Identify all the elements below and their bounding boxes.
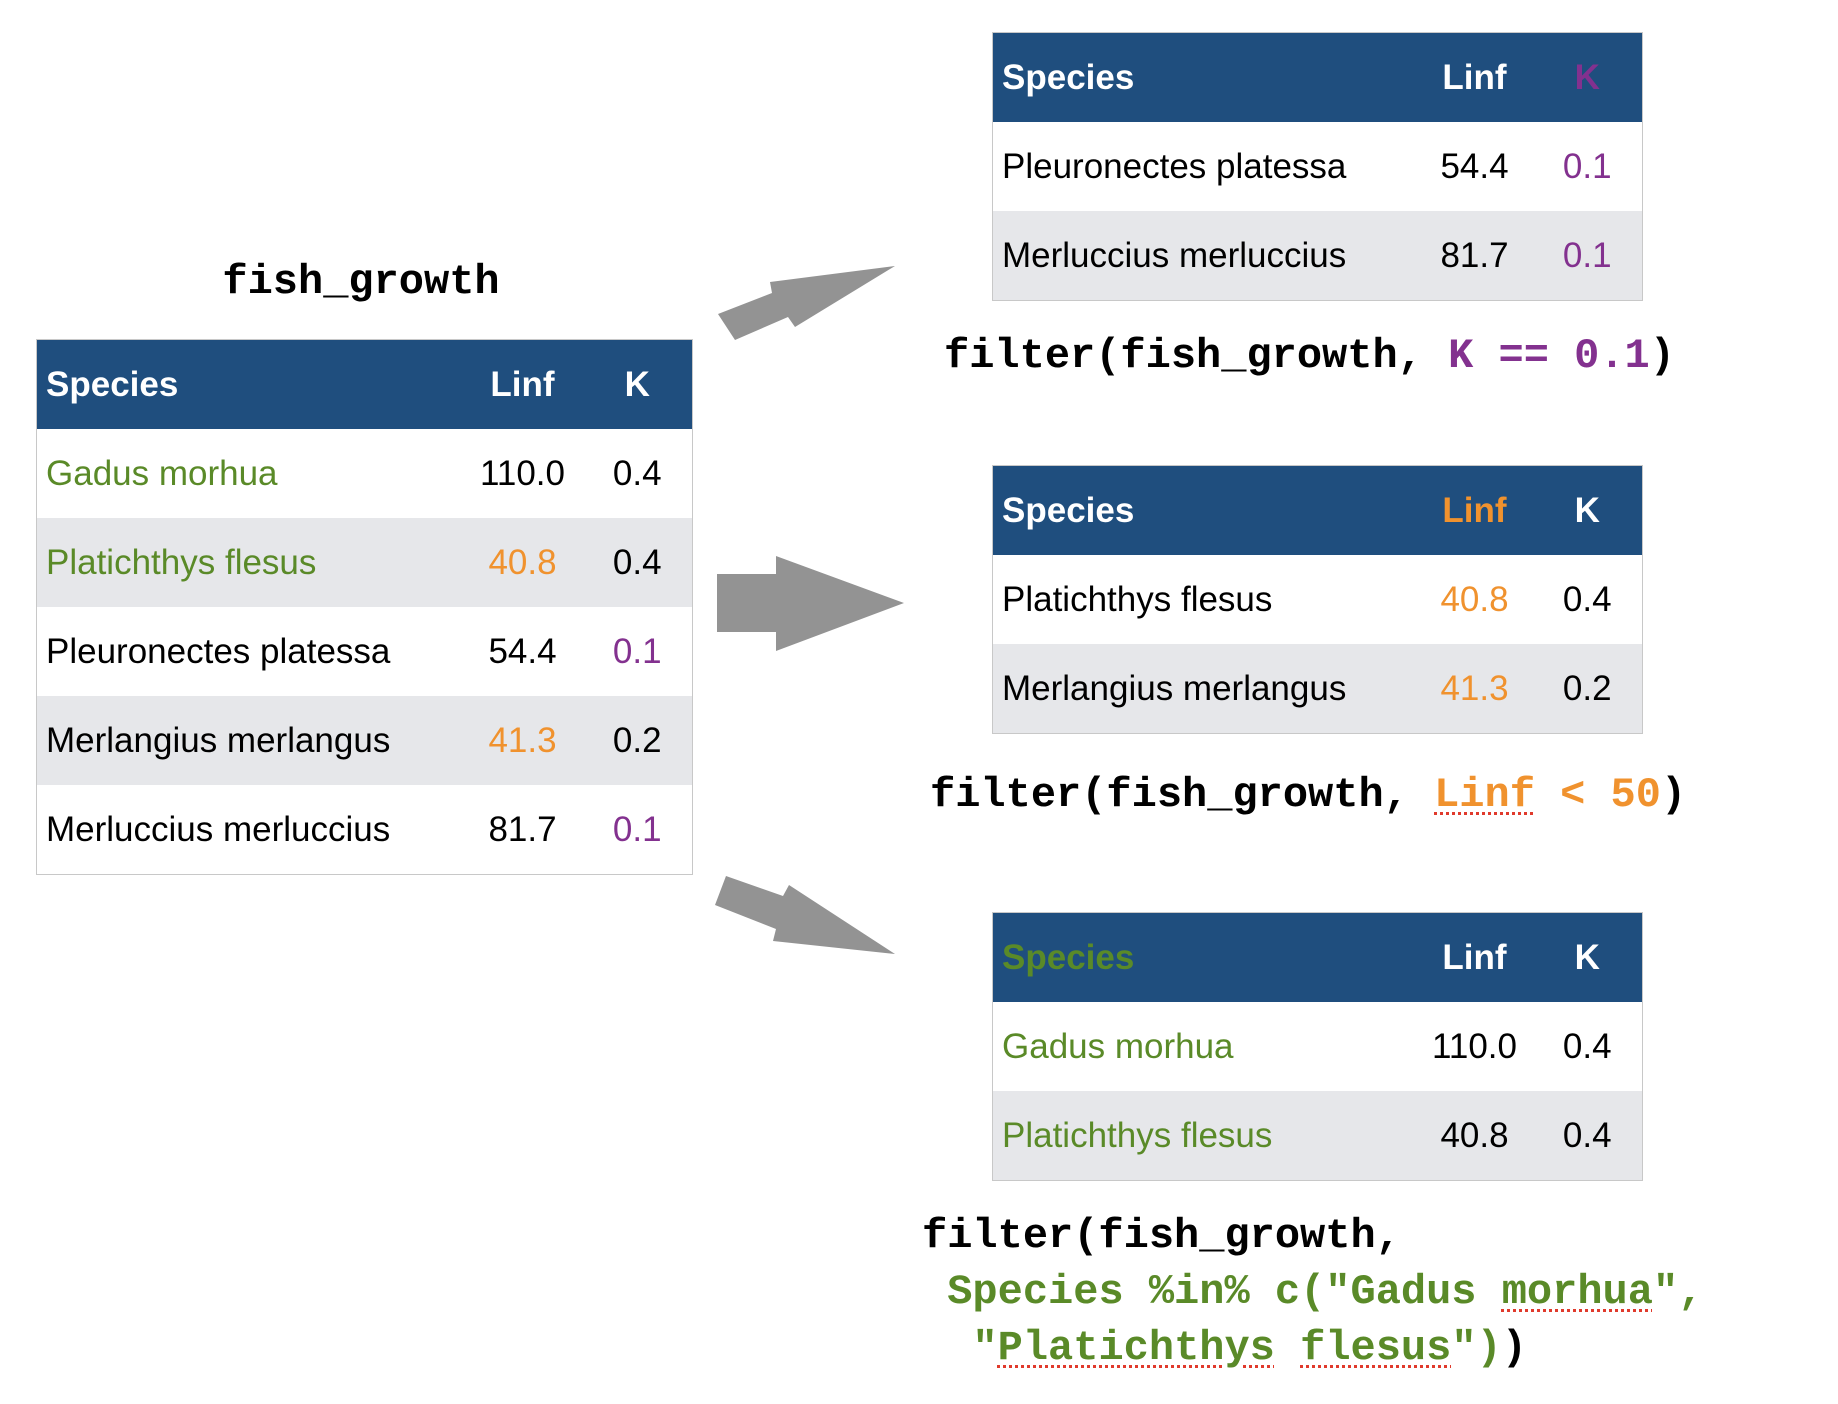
code-suffix: ) [1660,771,1687,819]
code-suffix: ) [1649,332,1675,380]
k-cell: 0.4 [1562,579,1612,619]
arrow-up-right-icon [718,266,895,340]
code-prefix: filter(fish_growth, [944,332,1449,380]
column-header-linf: Linf [1416,912,1533,1002]
dataset-title: fish_growth [222,258,500,306]
column-header-species: Species [992,912,1417,1002]
filter-code-linf: filter(fish_growth, Linf < 50) [930,767,1686,823]
k-cell: 0.2 [1532,644,1643,734]
code-line-3: "Platichthys flesus") [922,1324,1502,1372]
species-cell: Merluccius merluccius [46,809,391,849]
code-open-quote: " [972,1324,998,1372]
linf-cell: 81.7 [488,809,557,849]
result-table-linf: Species Linf K Platichthys flesus 40.8 0… [992,465,1643,734]
linf-cell: 54.4 [1440,146,1509,186]
linf-cell: 41.3 [462,696,583,785]
table-row: Platichthys flesus 40.8 0.4 [993,555,1643,644]
linf-cell: 110.0 [480,453,565,493]
header-row: Species Linf K [36,339,693,429]
code-line-2: Species %in% c("Gadus morhua", [922,1268,1703,1316]
result-table-k: Species Linf K Pleuronectes platessa 54.… [992,32,1643,301]
k-cell: 0.1 [612,631,662,671]
species-cell: Platichthys flesus [36,518,463,607]
species-cell: Pleuronectes platessa [46,631,391,671]
source-table: Species Linf K Gadus morhua 110.0 0.4 Pl… [36,339,693,875]
arrow-down-right-icon [715,876,895,954]
linf-cell: 54.4 [488,631,557,671]
column-header-species: Species [992,465,1417,555]
column-header-species: Species [992,32,1417,122]
k-cell: 0.1 [1562,146,1612,186]
species-cell: Gadus morhua [1002,1026,1234,1066]
linf-cell: 81.7 [1416,211,1533,301]
table-row: Platichthys flesus 40.8 0.4 [36,518,693,607]
header-row: Species Linf K [992,912,1643,1002]
linf-cell: 40.8 [1416,1091,1533,1181]
code-condition-start: Species %in% c("Gadus [947,1268,1502,1316]
column-header-k: K [1532,465,1643,555]
table-row: Merlangius merlangus 41.3 0.2 [36,696,693,785]
filter-code-k: filter(fish_growth, K == 0.1) [944,328,1675,384]
linf-cell: 40.8 [1440,579,1509,619]
filter-code-species: filter(fish_growth, Species %in% c("Gadu… [922,1208,1703,1376]
code-prefix: filter(fish_growth, [930,771,1435,819]
result-table-species: Species Linf K Gadus morhua 110.0 0.4 Pl… [992,912,1643,1181]
k-cell: 0.4 [1532,1091,1643,1181]
species-cell: Pleuronectes platessa [1002,146,1347,186]
code-line-1: filter(fish_growth, [922,1212,1401,1260]
table-row: Merluccius merluccius 81.7 0.1 [37,785,693,875]
linf-cell: 40.8 [462,518,583,607]
column-header-k: K [582,339,693,429]
code-word-platichthys: Platichthys [997,1324,1275,1372]
code-space [1275,1324,1300,1372]
arrow-right-icon [717,556,904,651]
k-cell: 0.2 [582,696,693,785]
k-cell: 0.1 [1532,211,1643,301]
code-close-paren: ) [1501,1324,1527,1372]
table-row: Pleuronectes platessa 54.4 0.1 [37,607,693,696]
k-cell: 0.4 [612,453,662,493]
k-cell: 0.1 [612,809,662,849]
table-row: Pleuronectes platessa 54.4 0.1 [993,122,1643,211]
column-header-k: K [1532,912,1643,1002]
header-row: Species Linf K [992,32,1643,122]
species-cell: Platichthys flesus [992,1091,1417,1181]
table-row: Gadus morhua 110.0 0.4 [993,1002,1643,1091]
code-line-2-end: ", [1652,1268,1704,1316]
k-cell: 0.4 [1562,1026,1612,1066]
species-cell: Platichthys flesus [1002,579,1273,619]
species-cell: Merlangius merlangus [36,696,463,785]
column-header-linf: Linf [1416,32,1533,122]
header-row: Species Linf K [992,465,1643,555]
species-cell: Gadus morhua [46,453,278,493]
table-row: Platichthys flesus 40.8 0.4 [992,1091,1643,1181]
linf-cell: 41.3 [1416,644,1533,734]
code-condition: < 50 [1534,771,1661,819]
linf-cell: 110.0 [1432,1026,1517,1066]
code-word-morhua: morhua [1501,1268,1653,1316]
code-condition: K == 0.1 [1448,332,1650,380]
code-line-3-end: ") [1451,1324,1502,1372]
column-header-linf: Linf [1416,465,1533,555]
species-cell: Merluccius merluccius [992,211,1417,301]
table-row: Gadus morhua 110.0 0.4 [37,429,693,518]
code-word-flesus: flesus [1300,1324,1452,1372]
column-header-linf: Linf [462,339,583,429]
table-row: Merlangius merlangus 41.3 0.2 [992,644,1643,734]
column-header-species: Species [36,339,463,429]
species-cell: Merlangius merlangus [992,644,1417,734]
column-header-k: K [1532,32,1643,122]
code-variable: Linf [1434,771,1535,819]
k-cell: 0.4 [582,518,693,607]
table-row: Merluccius merluccius 81.7 0.1 [992,211,1643,301]
